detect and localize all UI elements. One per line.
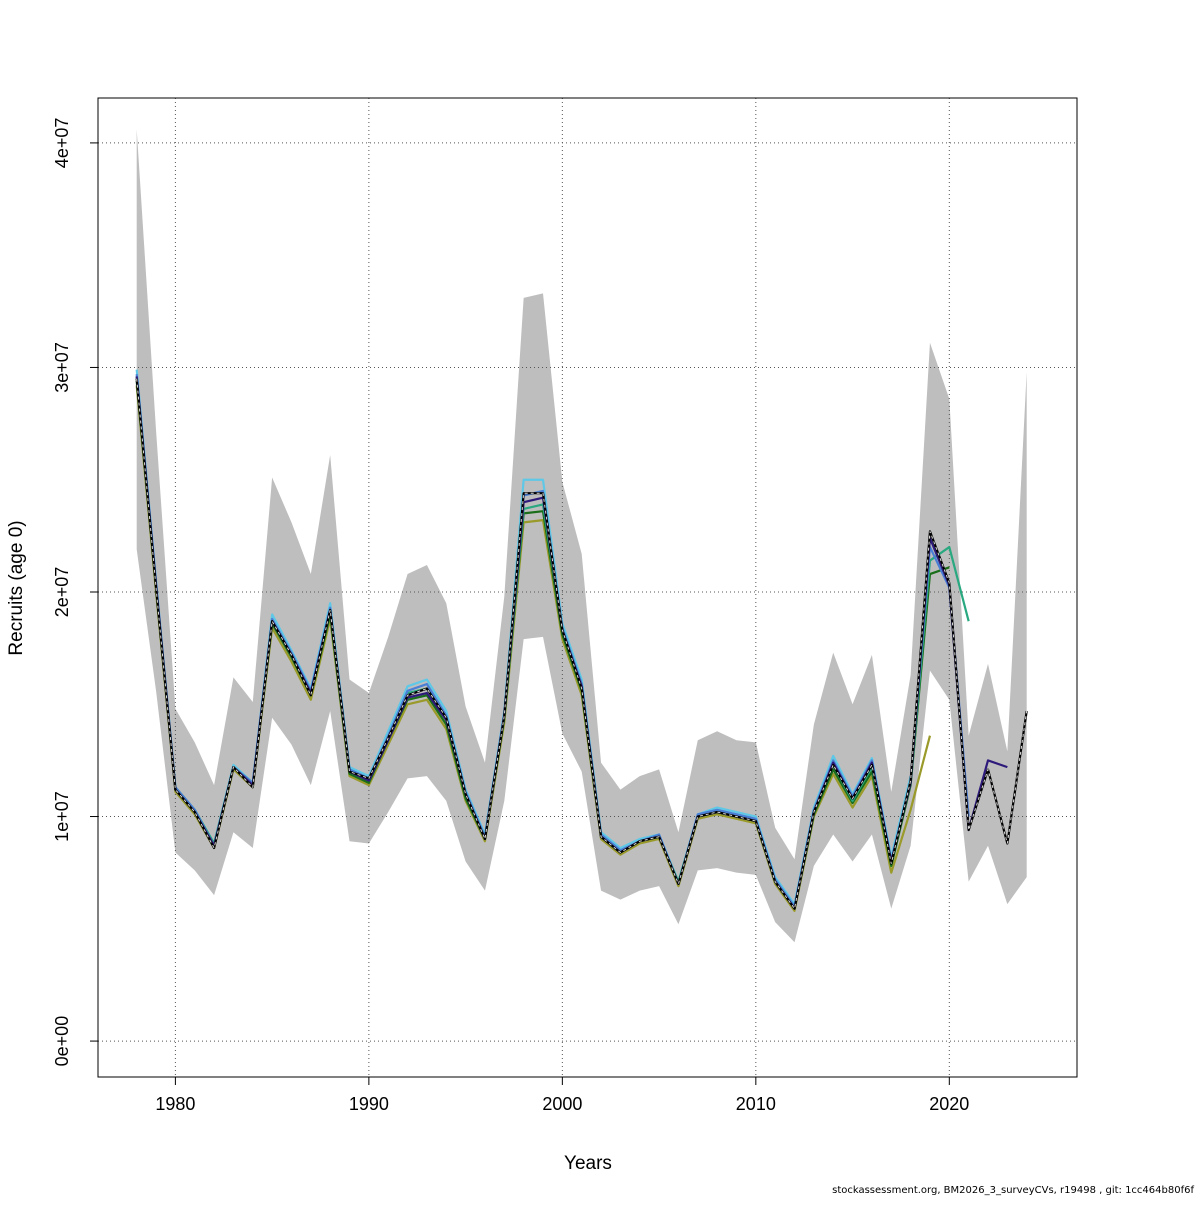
x-tick-label: 1990 (349, 1094, 389, 1114)
series-line-dashed-overlay (136, 378, 1028, 910)
y-axis: 0e+00 1e+07 2e+07 3e+07 4e+07 (52, 118, 99, 1067)
y-tick-label: 0e+00 (52, 1016, 72, 1067)
y-tick-label: 2e+07 (52, 567, 72, 618)
x-tick-label: 2000 (542, 1094, 582, 1114)
confidence-band (136, 129, 1027, 943)
y-tick-label: 4e+07 (52, 118, 72, 169)
confidence-band-layer (136, 129, 1027, 943)
series-layer (135, 369, 1028, 912)
x-tick-label: 1980 (155, 1094, 195, 1114)
x-tick-label: 2010 (736, 1094, 776, 1114)
y-tick-label: 1e+07 (52, 791, 72, 842)
x-tick-label: 2020 (929, 1094, 969, 1114)
x-axis-label: Years (564, 1153, 612, 1174)
x-axis: 1980 1990 2000 2010 2020 (155, 1076, 969, 1114)
footer-note: stockassessment.org, BM2026_3_surveyCVs,… (832, 1185, 1194, 1196)
y-tick-label: 3e+07 (52, 342, 72, 393)
y-axis-label: Recruits (age 0) (6, 520, 27, 655)
